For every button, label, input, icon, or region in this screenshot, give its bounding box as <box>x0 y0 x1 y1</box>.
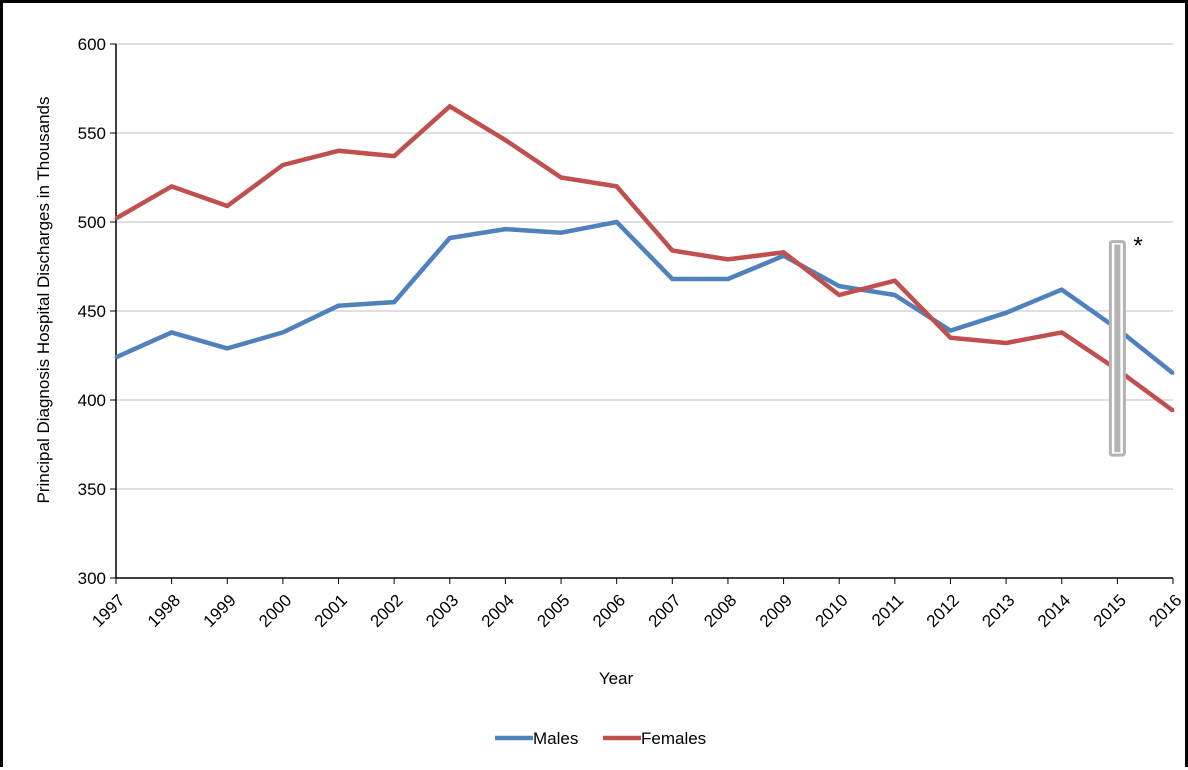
females-point <box>448 104 452 108</box>
males-legend-label: Males <box>533 729 578 748</box>
x-tick-label: 2000 <box>255 591 295 631</box>
line-chart: 300 350 400 450 500 550 600 1997 1998 1999 2000 20… <box>34 35 1185 748</box>
males-point <box>837 284 841 288</box>
x-tick-label: 1997 <box>88 591 128 631</box>
females-point <box>837 293 841 297</box>
females-line <box>114 104 1175 413</box>
females-point <box>670 248 674 252</box>
females-point <box>782 250 786 254</box>
males-point <box>893 293 897 297</box>
females-point <box>392 154 396 158</box>
females-point <box>893 279 897 283</box>
females-point <box>559 176 563 179</box>
y-axis-ticks: 300 350 400 450 500 550 600 <box>78 35 116 588</box>
x-tick-label: 2003 <box>422 591 462 631</box>
females-point <box>281 163 285 167</box>
females-legend-label: Females <box>641 729 706 748</box>
x-tick-label: 2001 <box>311 591 351 631</box>
females-point <box>726 257 730 261</box>
x-tick-label: 2013 <box>978 591 1018 631</box>
males-point <box>948 329 952 333</box>
males-point <box>225 346 229 350</box>
males-point <box>726 277 730 281</box>
x-tick-label: 2004 <box>478 591 518 631</box>
annotations: * <box>1108 233 1143 457</box>
females-point <box>503 138 507 142</box>
x-tick-label: 2012 <box>923 591 963 631</box>
males-point <box>337 304 341 308</box>
females-point <box>1060 330 1064 334</box>
y-tick-label: 550 <box>78 124 106 143</box>
males-point <box>170 330 174 334</box>
males-point <box>559 231 563 235</box>
females-point <box>1004 341 1008 345</box>
males-point <box>615 220 619 224</box>
y-axis-label: Principal Diagnosis Hospital Discharges … <box>34 97 53 504</box>
males-point <box>503 227 507 231</box>
x-tick-label: 2008 <box>700 591 740 631</box>
males-point <box>1171 371 1175 375</box>
females-point <box>337 149 341 153</box>
males-point <box>392 300 396 304</box>
x-tick-label: 2009 <box>756 591 796 631</box>
annotation-bar-fill <box>1114 244 1121 453</box>
males-point <box>114 355 118 359</box>
males-point <box>448 236 452 240</box>
x-tick-label: 2011 <box>868 591 907 630</box>
x-tick-label: 2006 <box>589 591 629 631</box>
males-point <box>281 330 285 334</box>
y-tick-label: 400 <box>78 391 106 410</box>
y-tick-label: 300 <box>78 569 106 588</box>
females-point <box>170 184 174 188</box>
x-tick-label: 2016 <box>1145 591 1185 631</box>
x-tick-label: 1999 <box>200 591 240 631</box>
y-tick-label: 500 <box>78 213 106 232</box>
series-lines <box>114 104 1175 413</box>
males-line <box>115 219 1175 376</box>
females-point <box>225 204 229 208</box>
males-point <box>670 277 674 281</box>
x-tick-label: 1998 <box>144 591 184 631</box>
females-point <box>1171 409 1175 413</box>
gridlines <box>116 43 1173 490</box>
y-tick-label: 600 <box>78 35 106 54</box>
x-tick-label: 2014 <box>1034 591 1074 631</box>
y-tick-label: 350 <box>78 480 106 499</box>
x-tick-label: 2015 <box>1090 591 1130 631</box>
x-tick-label: 2007 <box>645 591 685 631</box>
females-point <box>615 184 619 188</box>
x-axis-label: Year <box>599 669 634 688</box>
y-tick-label: 450 <box>78 302 106 321</box>
x-tick-label: 2005 <box>533 591 573 631</box>
males-point <box>1060 288 1064 292</box>
females-point <box>948 336 952 340</box>
males-point <box>1004 311 1008 315</box>
females-point <box>114 216 118 220</box>
legend: Males Females <box>495 729 706 748</box>
x-tick-label: 2002 <box>366 591 406 631</box>
x-tick-label: 2010 <box>812 591 852 631</box>
annotation-asterisk: * <box>1133 233 1142 260</box>
x-axis-ticks: 1997 1998 1999 2000 2001 2002 2003 2004 2005 2006… <box>88 578 1185 631</box>
